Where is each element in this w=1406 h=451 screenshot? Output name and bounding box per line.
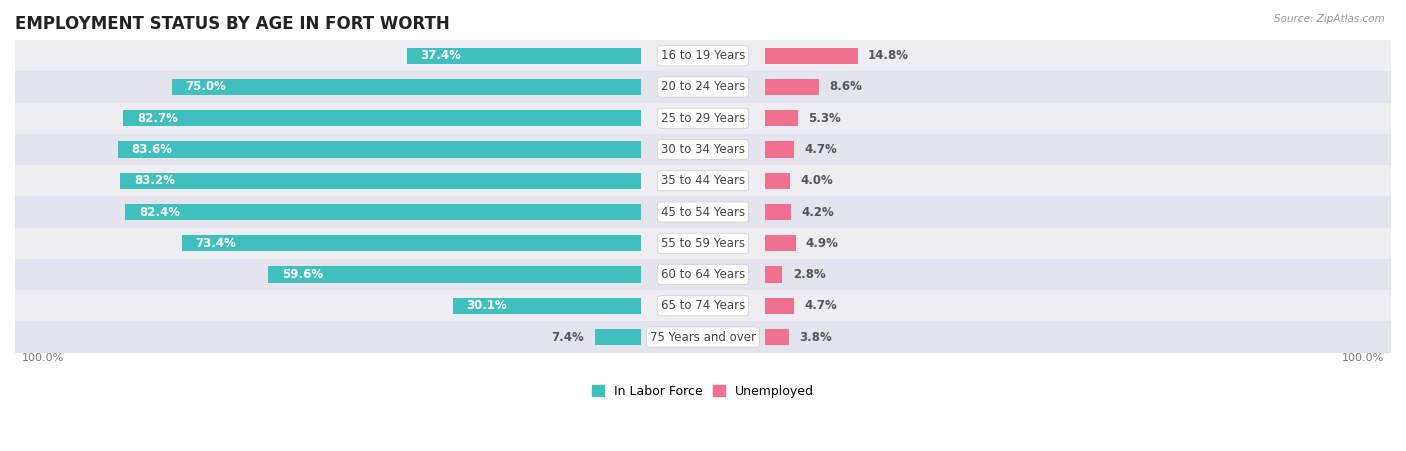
Bar <box>406 48 641 64</box>
Text: 82.4%: 82.4% <box>139 206 180 219</box>
Text: 100.0%: 100.0% <box>1341 353 1384 364</box>
Text: 30 to 34 Years: 30 to 34 Years <box>661 143 745 156</box>
Text: EMPLOYMENT STATUS BY AGE IN FORT WORTH: EMPLOYMENT STATUS BY AGE IN FORT WORTH <box>15 15 450 33</box>
Bar <box>181 235 641 251</box>
Bar <box>15 103 1391 134</box>
Text: 65 to 74 Years: 65 to 74 Years <box>661 299 745 312</box>
Bar <box>118 141 641 158</box>
Bar <box>765 235 796 251</box>
Text: 4.0%: 4.0% <box>800 174 832 187</box>
Bar <box>124 110 641 126</box>
Bar <box>765 267 783 283</box>
Text: 2.8%: 2.8% <box>793 268 825 281</box>
Bar <box>15 290 1391 322</box>
Text: 75 Years and over: 75 Years and over <box>650 331 756 344</box>
Text: 4.2%: 4.2% <box>801 206 834 219</box>
Bar <box>15 71 1391 103</box>
Text: 3.8%: 3.8% <box>799 331 832 344</box>
Bar <box>172 79 641 95</box>
Bar <box>765 79 818 95</box>
Text: 14.8%: 14.8% <box>868 49 908 62</box>
Text: 4.7%: 4.7% <box>804 299 838 312</box>
Bar <box>15 196 1391 228</box>
Text: 20 to 24 Years: 20 to 24 Years <box>661 80 745 93</box>
Text: 25 to 29 Years: 25 to 29 Years <box>661 112 745 125</box>
Text: 75.0%: 75.0% <box>186 80 226 93</box>
Bar <box>15 165 1391 196</box>
Text: 100.0%: 100.0% <box>22 353 65 364</box>
Legend: In Labor Force, Unemployed: In Labor Force, Unemployed <box>586 380 820 403</box>
Text: Source: ZipAtlas.com: Source: ZipAtlas.com <box>1274 14 1385 23</box>
Text: 7.4%: 7.4% <box>551 331 585 344</box>
Bar <box>15 40 1391 71</box>
Text: 4.9%: 4.9% <box>806 237 839 250</box>
Text: 55 to 59 Years: 55 to 59 Years <box>661 237 745 250</box>
Text: 37.4%: 37.4% <box>420 49 461 62</box>
Text: 83.2%: 83.2% <box>134 174 174 187</box>
Bar <box>765 173 790 189</box>
Text: 82.7%: 82.7% <box>136 112 179 125</box>
Bar <box>765 141 794 158</box>
Text: 45 to 54 Years: 45 to 54 Years <box>661 206 745 219</box>
Bar <box>765 329 789 345</box>
Bar <box>453 298 641 314</box>
Bar <box>765 298 794 314</box>
Bar <box>765 110 799 126</box>
Text: 30.1%: 30.1% <box>467 299 508 312</box>
Bar <box>595 329 641 345</box>
Text: 59.6%: 59.6% <box>281 268 323 281</box>
Bar <box>765 204 792 220</box>
Bar <box>120 173 641 189</box>
Text: 60 to 64 Years: 60 to 64 Years <box>661 268 745 281</box>
Bar <box>125 204 641 220</box>
Text: 35 to 44 Years: 35 to 44 Years <box>661 174 745 187</box>
Bar <box>15 228 1391 259</box>
Text: 8.6%: 8.6% <box>830 80 862 93</box>
Bar <box>15 134 1391 165</box>
Bar <box>765 48 858 64</box>
Text: 73.4%: 73.4% <box>195 237 236 250</box>
Text: 83.6%: 83.6% <box>131 143 173 156</box>
Text: 5.3%: 5.3% <box>808 112 841 125</box>
Bar <box>15 259 1391 290</box>
Text: 16 to 19 Years: 16 to 19 Years <box>661 49 745 62</box>
Text: 4.7%: 4.7% <box>804 143 838 156</box>
Bar <box>269 267 641 283</box>
Bar <box>15 322 1391 353</box>
